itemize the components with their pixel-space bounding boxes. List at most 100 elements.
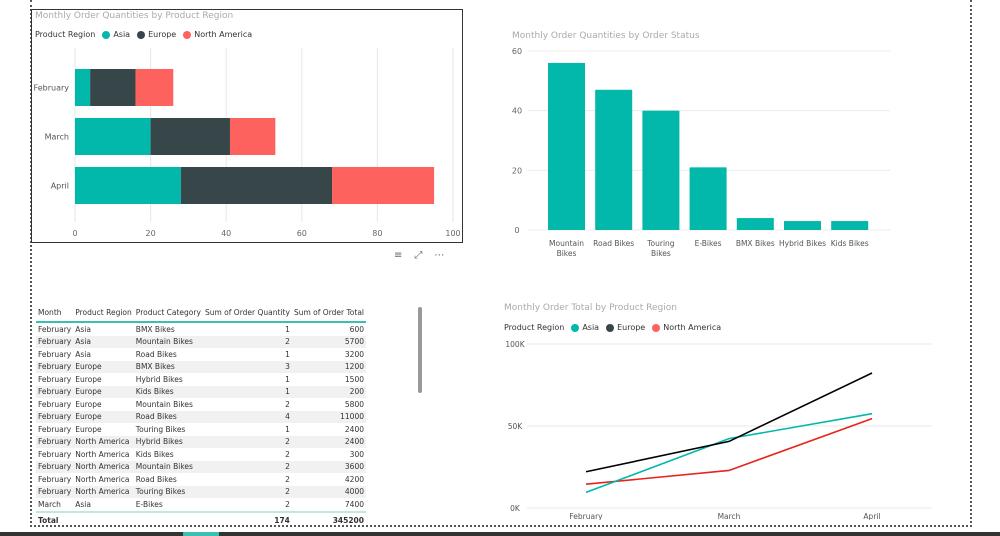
table-row[interactable]: February Europe Road Bikes 4 11000	[36, 410, 366, 423]
table-row[interactable]: February Europe Touring Bikes 1 2400	[36, 423, 366, 436]
table-row[interactable]: February North America Road Bikes 2 4200	[36, 473, 366, 486]
bar-chart-plot: 0 20 40 60 80 100 February March April	[34, 48, 461, 238]
column-header[interactable]: Product Region	[73, 305, 134, 323]
table-cell: Europe	[73, 385, 134, 398]
table-cell: BMX Bikes	[135, 324, 175, 334]
chart-title: Monthly Order Total by Product Region	[504, 303, 677, 313]
legend-label-europe[interactable]: Europe	[617, 323, 646, 332]
report-canvas	[30, 0, 972, 527]
x-tick-label: Mountain	[549, 239, 584, 248]
y-tick-label: 0	[514, 226, 519, 235]
y-tick-label: 60	[512, 47, 522, 56]
x-tick-label: Hybrid Bikes	[779, 239, 826, 248]
active-page-tab[interactable]	[183, 532, 219, 536]
status-column-chart-visual[interactable]: Monthly Order Quantities by Order Status…	[505, 30, 905, 270]
legend-dot-europe	[606, 323, 615, 332]
bar-segment-north-america	[332, 167, 435, 204]
legend-label-north-america[interactable]: North America	[194, 30, 253, 39]
region-bar-chart-visual[interactable]: Monthly Order Quantities by Product Regi…	[31, 9, 463, 243]
table-row[interactable]: February North America Touring Bikes 2 4000	[36, 485, 366, 498]
page-tab-bar	[0, 532, 1000, 536]
chart-title: Monthly Order Quantities by Order Status	[512, 31, 700, 41]
table-cell: 2400	[344, 424, 364, 434]
table-cell: February	[36, 435, 74, 448]
x-tick-label: February	[569, 512, 603, 520]
total-cell: 345200	[291, 510, 366, 527]
more-options-icon[interactable]: ⋯	[434, 250, 445, 261]
x-tick-label: 60	[297, 229, 307, 238]
table-cell: 2	[285, 399, 290, 409]
legend-label-europe[interactable]: Europe	[148, 30, 177, 39]
visual-toolbar: ≡ ⤢ ⋯	[394, 250, 444, 261]
x-tick-label: E-Bikes	[695, 239, 722, 248]
table-cell: February	[36, 485, 74, 498]
table-cell: North America	[75, 449, 130, 459]
table-row[interactable]: February Europe BMX Bikes 3 1200	[36, 360, 366, 373]
table-row[interactable]: February Europe Mountain Bikes 2 5800	[36, 398, 366, 411]
table-row[interactable]: February Europe Hybrid Bikes 1 1500	[36, 373, 366, 386]
y-tick-label: 0K	[510, 504, 521, 513]
table-total-row: Total 174 345200	[36, 510, 366, 527]
table-header-row: Month Product Region Product Category Sum o…	[36, 305, 366, 323]
column-header[interactable]: Product Category	[133, 305, 203, 323]
focus-mode-icon[interactable]: ⤢	[414, 250, 423, 261]
table-cell: BMX Bikes	[133, 360, 203, 373]
x-tick-label: Touring	[646, 239, 675, 248]
table-cell: 600	[349, 324, 364, 334]
total-cell	[133, 510, 203, 527]
table-cell: Hybrid Bikes	[135, 374, 183, 384]
table-row[interactable]: February Asia BMX Bikes 1 600	[36, 322, 366, 336]
filter-icon[interactable]: ≡	[394, 250, 403, 261]
table-cell: February	[38, 424, 72, 434]
table-cell: 2	[202, 460, 292, 473]
table-row[interactable]: February Europe Kids Bikes 1 200	[36, 385, 366, 398]
legend-title: Product Region	[504, 323, 565, 332]
table-cell: Touring Bikes	[135, 424, 186, 434]
table-cell: 2	[285, 474, 290, 484]
table-cell: 2	[285, 449, 290, 459]
legend-dot-north-america	[183, 30, 192, 39]
column-header[interactable]: Sum of Order Quantity	[202, 305, 292, 323]
table-cell: 300	[349, 449, 364, 459]
table-cell: 7400	[344, 499, 364, 509]
table-cell: February	[36, 335, 74, 348]
line-series-north-america	[585, 417, 873, 486]
table-cell: February	[36, 385, 74, 398]
table-cell: 1200	[291, 360, 366, 373]
table-cell: 1	[202, 385, 292, 398]
table-cell: North America	[73, 460, 134, 473]
table-cell: North America	[75, 474, 130, 484]
table-cell: Europe	[75, 374, 102, 384]
column-bar	[642, 110, 680, 230]
table-row[interactable]: March Asia E-Bikes 2 7400	[36, 498, 366, 512]
table-cell: Kids Bikes	[135, 449, 174, 459]
table-cell: February	[38, 349, 72, 359]
y-tick-label: 40	[512, 107, 522, 116]
table-cell: Road Bikes	[135, 349, 177, 359]
x-tick-label: Bikes	[557, 249, 577, 258]
table-row[interactable]: February North America Mountain Bikes 2 3600	[36, 460, 366, 473]
table-cell: Mountain Bikes	[133, 460, 203, 473]
table-cell: February	[36, 460, 74, 473]
table-row[interactable]: February Asia Road Bikes 1 3200	[36, 348, 366, 361]
table-row[interactable]: February North America Hybrid Bikes 2 2400	[36, 435, 366, 448]
column-header[interactable]: Sum of Order Total	[291, 305, 366, 323]
x-tick-label: April	[863, 512, 880, 520]
table-cell: Asia	[75, 499, 91, 509]
table-row[interactable]: February Asia Mountain Bikes 2 5700	[36, 335, 366, 348]
table-scrollbar[interactable]	[418, 307, 422, 393]
table-cell: February	[38, 449, 72, 459]
legend-label-asia[interactable]: Asia	[113, 30, 131, 39]
table-cell: 2400	[291, 435, 366, 448]
table-cell: E-Bikes	[135, 499, 163, 509]
bar-segment-europe	[150, 118, 230, 155]
table-row[interactable]: February North America Kids Bikes 2 300	[36, 448, 366, 461]
orders-table-visual[interactable]: Month Product Region Product Category Sum o…	[36, 305, 366, 527]
region-line-chart-visual[interactable]: Monthly Order Total by Product Region Pr…	[497, 300, 937, 520]
column-header[interactable]: Month	[36, 305, 74, 323]
y-tick-label: March	[45, 133, 69, 142]
table-cell: 4	[202, 410, 292, 423]
table-cell: Europe	[73, 360, 134, 373]
legend-label-north-america[interactable]: North America	[663, 323, 722, 332]
legend-label-asia[interactable]: Asia	[582, 323, 600, 332]
